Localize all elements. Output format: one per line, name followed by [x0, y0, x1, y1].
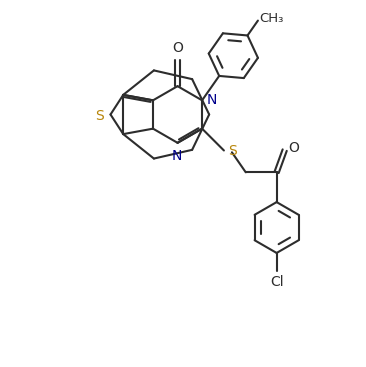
Text: N: N	[172, 149, 182, 163]
Text: CH₃: CH₃	[260, 12, 284, 25]
Text: O: O	[288, 141, 299, 155]
Text: Cl: Cl	[270, 276, 283, 290]
Text: S: S	[95, 109, 104, 123]
Text: N: N	[206, 93, 217, 107]
Text: O: O	[172, 41, 183, 55]
Text: S: S	[228, 144, 237, 158]
